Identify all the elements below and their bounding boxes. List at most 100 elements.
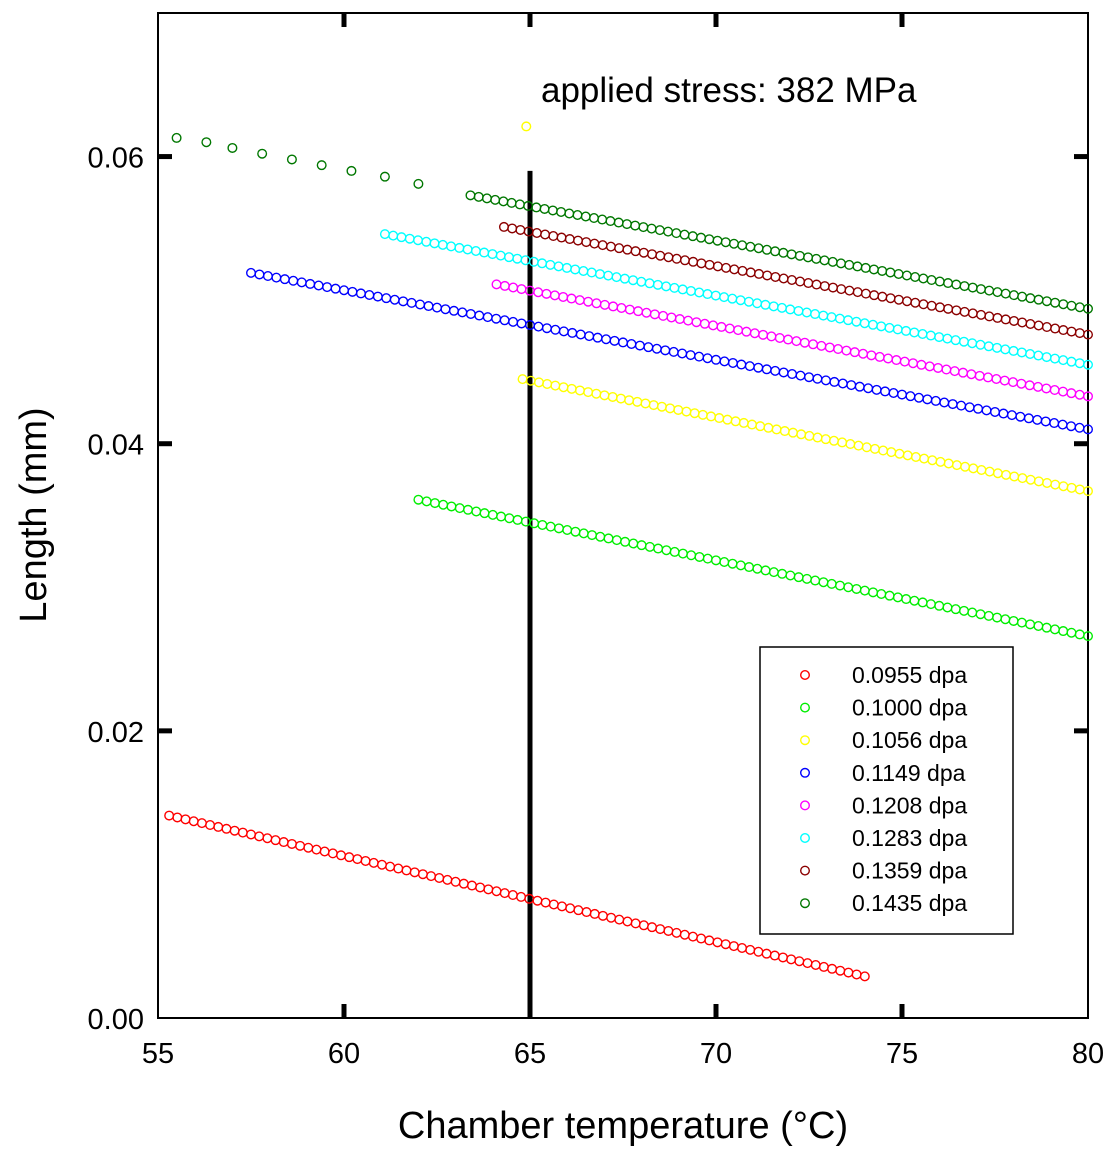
data-point [909,327,920,338]
data-point [685,350,696,361]
data-point [653,543,664,554]
data-point [722,414,733,425]
data-point [288,275,299,286]
data-point [786,275,797,286]
data-point [296,277,307,288]
data-point [943,458,954,469]
data-point [810,575,821,586]
data-point [599,299,610,310]
data-point [344,852,355,863]
data-point [755,421,766,432]
data-point [278,837,289,848]
y-tick-label: 0.02 [88,717,144,749]
data-point [475,882,486,893]
data-point [804,430,815,441]
legend-label: 0.1056 dpa [852,727,967,753]
data-point [942,602,953,613]
data-point [774,332,785,343]
data-point [811,279,822,290]
data-point [581,907,592,918]
data-point [1024,380,1035,391]
data-point [591,298,602,309]
data-point [768,567,779,578]
data-point [537,258,548,269]
data-point [641,307,652,318]
data-point [601,334,612,345]
data-point [423,301,434,312]
data-point [1033,320,1044,331]
data-point [877,265,888,276]
data-point [671,927,682,938]
data-point [696,232,707,243]
data-point [1025,474,1036,485]
data-point [474,310,485,321]
data-point [852,287,863,298]
data-point [793,572,804,583]
data-point [941,364,952,375]
data-point [507,223,518,234]
legend-marker [800,767,811,778]
data-point [580,211,591,222]
data-point [799,337,810,348]
data-point [512,253,523,264]
data-point [934,302,945,313]
data-point [553,261,564,272]
data-point [257,148,268,159]
data-point [677,284,688,295]
data-point [506,197,517,208]
data-point [689,408,700,419]
data-point [584,331,595,342]
data-point [694,287,705,298]
data-point [465,308,476,319]
data-point [983,341,994,352]
data-point [636,540,647,551]
data-point [434,872,445,883]
data-point [891,355,902,366]
data-point [959,281,970,292]
data-point [1074,328,1085,339]
data-point [1074,629,1085,640]
data-point [1074,389,1085,400]
data-point [708,320,719,331]
data-point [1006,410,1017,421]
data-point [968,463,979,474]
data-point [503,252,514,263]
data-point [1058,481,1069,492]
data-point [262,833,273,844]
x-tick-label: 65 [514,1038,546,1070]
data-point [360,855,371,866]
data-point [270,835,281,846]
data-point [454,242,465,253]
data-point [760,299,771,310]
data-point [712,235,723,246]
x-tick-label: 70 [700,1038,732,1070]
data-point [973,403,984,414]
data-point [638,247,649,258]
data-point [550,324,561,335]
data-point [656,401,667,412]
data-point [556,232,567,243]
data-point [827,282,838,293]
data-point [533,287,544,298]
data-point [1066,627,1077,638]
data-point [853,440,864,451]
data-point [421,496,432,507]
data-point [691,317,702,328]
data-point [609,335,620,346]
data-point [417,869,428,880]
data-point [409,867,420,878]
data-point [871,384,882,395]
data-point [704,935,715,946]
data-point [644,278,655,289]
data-point [861,442,872,453]
data-point [1066,388,1077,399]
data-point [556,206,567,217]
data-point [1082,486,1093,497]
data-point [540,897,551,908]
data-point [720,237,731,248]
data-point [498,221,509,232]
data-point [706,411,717,422]
data-point [589,908,600,919]
data-point [885,293,896,304]
data-point [1016,617,1027,628]
